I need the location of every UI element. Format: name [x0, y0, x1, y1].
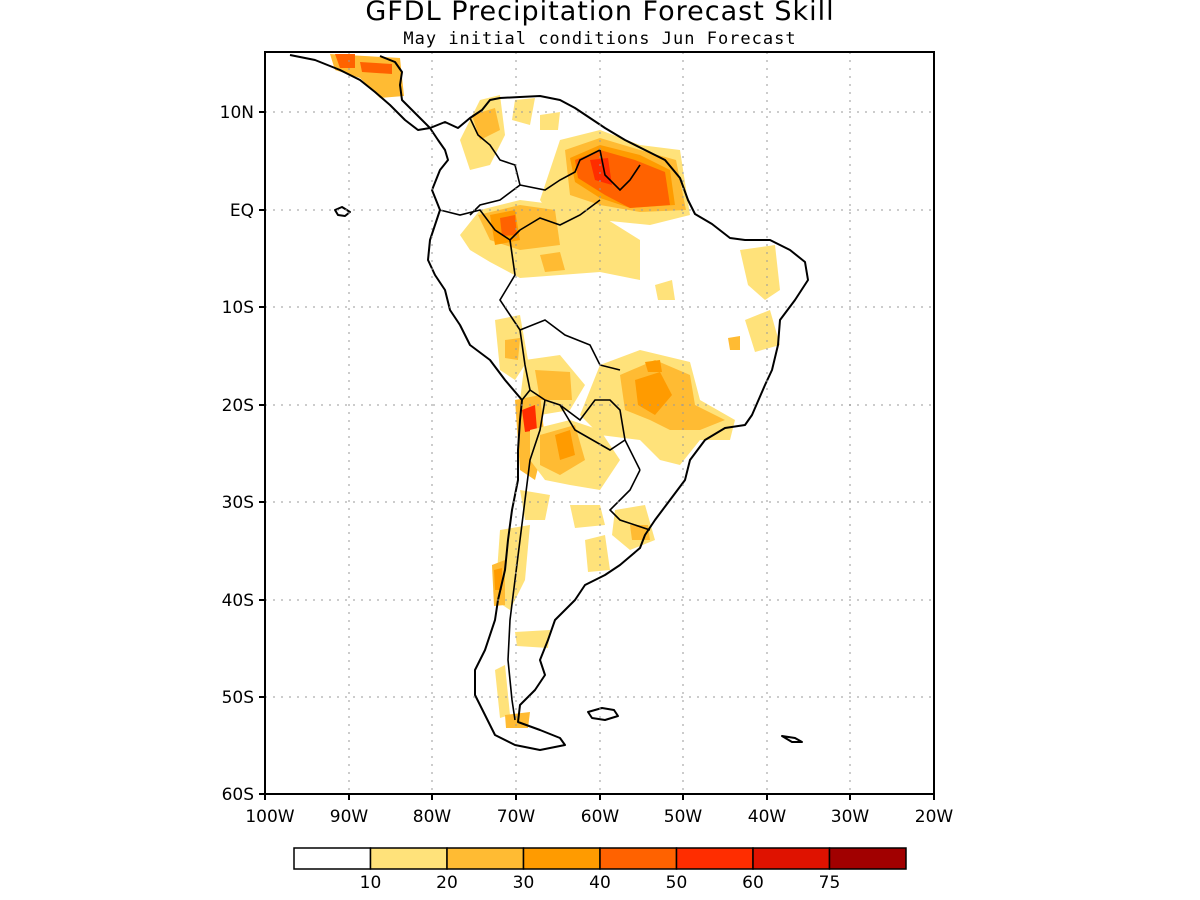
skill-patch — [570, 505, 605, 528]
legend-swatch — [522, 847, 601, 870]
skill-patch — [500, 215, 517, 236]
x-tick-label: 90W — [330, 807, 369, 827]
legend-swatch — [675, 847, 754, 870]
skill-patch — [540, 112, 560, 130]
skill-patch — [505, 338, 520, 360]
skill-patch — [515, 630, 550, 648]
x-tick-label: 100W — [245, 807, 294, 827]
south-america-coastline — [427, 95, 809, 751]
x-tick-label: 30W — [831, 807, 870, 827]
border — [469, 117, 521, 216]
skill-patch — [495, 665, 510, 718]
x-tick-label: 60W — [581, 807, 620, 827]
skill-patch — [745, 310, 780, 352]
skill-patch — [635, 372, 672, 415]
legend-label: 50 — [666, 873, 688, 893]
border — [499, 239, 621, 371]
legend-swatch — [446, 847, 525, 870]
skill-patch — [512, 98, 535, 125]
legend-label: 10 — [360, 873, 382, 893]
legend-label: 75 — [819, 873, 841, 893]
skill-patch — [360, 62, 392, 74]
skill-patch — [555, 430, 575, 460]
y-tick-label: 30S — [222, 493, 254, 513]
tick-marks — [259, 111, 935, 800]
y-tick-label: 60S — [222, 785, 254, 805]
border — [519, 329, 531, 401]
x-tick-label: 20W — [915, 807, 954, 827]
skill-patch — [522, 405, 537, 432]
skill-patch — [535, 370, 572, 400]
galapagos-islands — [334, 206, 351, 217]
legend-swatch — [369, 847, 448, 870]
border — [519, 149, 601, 191]
y-tick-label: 20S — [222, 396, 254, 416]
border — [529, 389, 641, 471]
skill-patch — [494, 568, 502, 590]
map-title: GFDL Precipitation Forecast Skill — [365, 0, 835, 27]
border — [559, 404, 626, 451]
y-tick-label: 40S — [222, 591, 254, 611]
skill-patch — [740, 245, 780, 300]
central-america-coastline — [289, 54, 431, 131]
x-tick-label: 40W — [748, 807, 787, 827]
x-tick-label: 50W — [664, 807, 703, 827]
border — [507, 399, 546, 721]
country-borders — [439, 117, 651, 721]
skill-shading — [330, 54, 780, 728]
skill-patch — [335, 54, 355, 68]
map-subtitle: May initial conditions Jun Forecast — [403, 29, 797, 49]
legend-label: 40 — [589, 873, 611, 893]
legend-swatch — [293, 847, 372, 870]
skill-patch — [540, 252, 565, 272]
skill-patch — [585, 535, 610, 572]
x-tick-label: 70W — [497, 807, 536, 827]
legend-swatch — [828, 847, 907, 870]
y-tick-label: EQ — [230, 201, 254, 221]
y-tick-labels: 10N EQ 10S 20S 30S 40S 50S 60S — [220, 103, 254, 805]
x-tick-label: 80W — [413, 807, 452, 827]
falkland-islands — [587, 707, 619, 721]
border — [599, 149, 641, 192]
skill-patch — [590, 158, 612, 185]
legend-label: 20 — [436, 873, 458, 893]
y-tick-label: 10S — [222, 298, 254, 318]
color-legend: 10 20 30 40 50 60 75 — [293, 847, 907, 893]
legend-label: 30 — [513, 873, 535, 893]
legend-swatch — [752, 847, 831, 870]
y-tick-label: 50S — [222, 688, 254, 708]
south-georgia — [781, 735, 803, 743]
y-tick-label: 10N — [220, 103, 254, 123]
border — [439, 209, 521, 242]
legend-label: 60 — [742, 873, 764, 893]
skill-patch — [655, 280, 675, 300]
skill-patch — [520, 490, 550, 520]
legend-swatch — [599, 847, 678, 870]
skill-patch — [645, 360, 662, 372]
skill-patch — [472, 108, 500, 140]
skill-patch — [728, 336, 740, 350]
x-tick-labels: 100W 90W 80W 70W 60W 50W 40W 30W 20W — [245, 807, 953, 827]
coastlines — [289, 54, 809, 751]
border — [608, 469, 651, 531]
